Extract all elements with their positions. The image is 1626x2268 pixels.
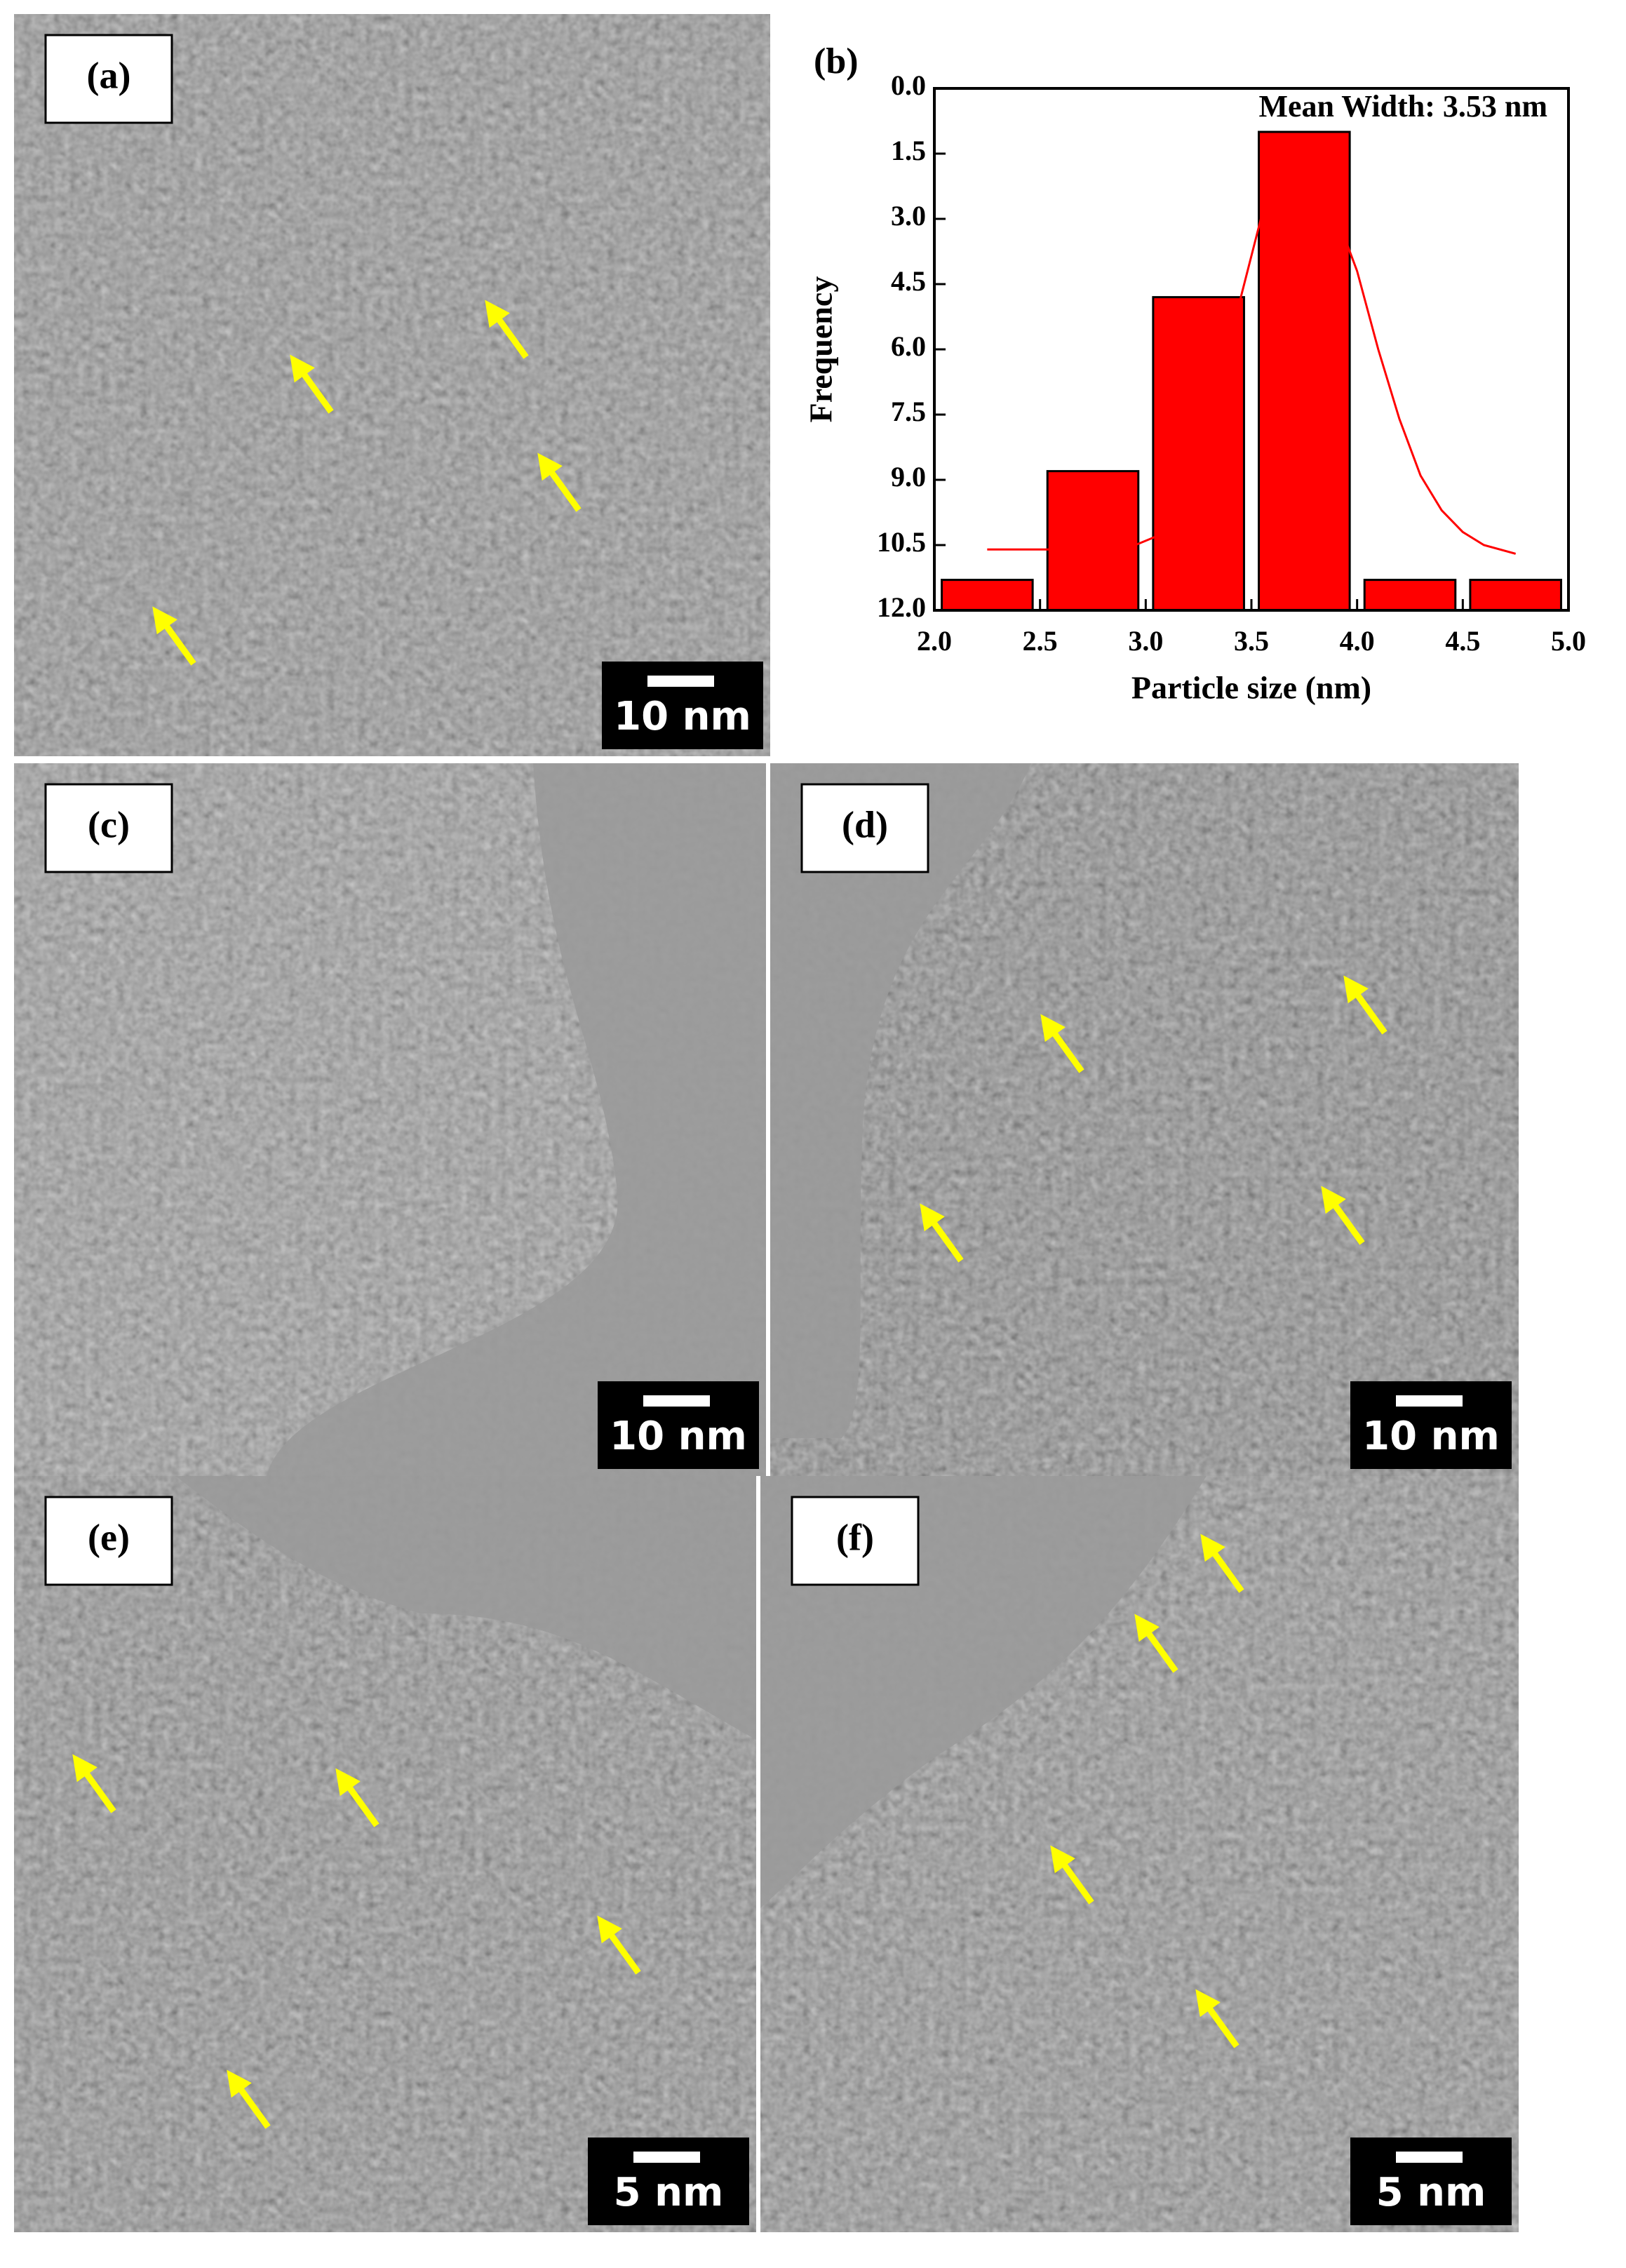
scale-bar-label: 5 nm: [614, 2170, 724, 2215]
x-tick-label: 5.0: [1551, 625, 1586, 657]
panel-label: (f): [836, 1516, 874, 1558]
arrow: [1050, 1845, 1094, 1905]
scale-bar: [643, 1395, 710, 1407]
bar: [1258, 130, 1351, 612]
tem-image: (c) 10 nm: [14, 763, 766, 1476]
tem-image: (e) 5 nm: [14, 1476, 756, 2232]
vacuum-region: [175, 1476, 756, 1740]
y-tick-label: 3.0: [891, 200, 926, 232]
y-axis-label: Frequency: [803, 276, 839, 423]
panel-label-box: [44, 34, 173, 124]
arrow: [485, 300, 529, 359]
arrow: [290, 354, 334, 414]
annotation: Mean Width: 3.53 nm: [1258, 89, 1547, 123]
scale-bar-label: 10 nm: [614, 694, 751, 739]
tem-image: (a) 10 nm: [14, 14, 770, 756]
vacuum-region: [770, 763, 1031, 1438]
arrow: [72, 1754, 116, 1813]
bar: [941, 579, 1034, 612]
y-tick-label: 6.0: [891, 330, 926, 362]
y-tick-label: 9.0: [891, 461, 926, 492]
bar: [1469, 579, 1562, 612]
arrow: [537, 452, 582, 512]
x-tick-label: 3.0: [1128, 625, 1163, 657]
y-tick-label: 12.0: [877, 591, 926, 623]
arrow: [1134, 1613, 1178, 1673]
x-tick-label: 4.0: [1340, 625, 1375, 657]
panel-label: (b): [814, 41, 859, 81]
arrow: [1343, 975, 1388, 1035]
tem-image: (f) 5 nm: [760, 1476, 1519, 2232]
bar: [1152, 296, 1245, 612]
vacuum-region: [267, 763, 766, 1476]
x-tick-label: 2.5: [1023, 625, 1058, 657]
y-tick-label: 1.5: [891, 135, 926, 166]
fit-curve: [987, 200, 1517, 555]
scale-bar-label: 5 nm: [1376, 2170, 1486, 2215]
micrograph: [14, 14, 770, 756]
tem-image: (d) 10 nm: [770, 763, 1519, 1476]
scale-bar-label: 10 nm: [610, 1414, 747, 1459]
arrow: [597, 1915, 641, 1975]
bar: [1363, 579, 1457, 612]
arrow: [1321, 1186, 1365, 1245]
arrow: [1195, 1989, 1239, 2048]
y-tick-label: 10.5: [877, 526, 926, 558]
scale-bar: [647, 676, 714, 687]
arrow: [335, 1768, 379, 1827]
y-tick-label: 7.5: [891, 396, 926, 427]
panel-label: (c): [88, 803, 130, 845]
x-tick-label: 2.0: [917, 625, 952, 657]
arrow: [152, 606, 196, 666]
arrow: [227, 2069, 271, 2129]
panel-label-box: [44, 783, 173, 873]
scale-bar: [1396, 1395, 1463, 1407]
arrow: [1200, 1534, 1244, 1593]
x-axis-label: Particle size (nm): [1131, 670, 1371, 706]
x-tick-label: 4.5: [1445, 625, 1480, 657]
y-tick-label: 4.5: [891, 265, 926, 297]
arrow: [1040, 1014, 1084, 1073]
panel-label: (e): [88, 1516, 130, 1558]
arrow: [920, 1203, 964, 1263]
panel-label-box: [791, 1496, 920, 1586]
panel-label: (d): [842, 803, 888, 845]
x-tick-label: 3.5: [1234, 625, 1269, 657]
scale-bar: [633, 2152, 700, 2163]
scale-bar-label: 10 nm: [1362, 1414, 1500, 1459]
scale-bar: [1396, 2152, 1463, 2163]
panel-label-box: [800, 783, 929, 873]
y-tick-label: 0.0: [891, 69, 926, 101]
panel-label-box: [44, 1496, 173, 1586]
bar: [1046, 470, 1140, 612]
plot-frame: [933, 87, 1570, 612]
panel-label: (a): [87, 54, 131, 96]
